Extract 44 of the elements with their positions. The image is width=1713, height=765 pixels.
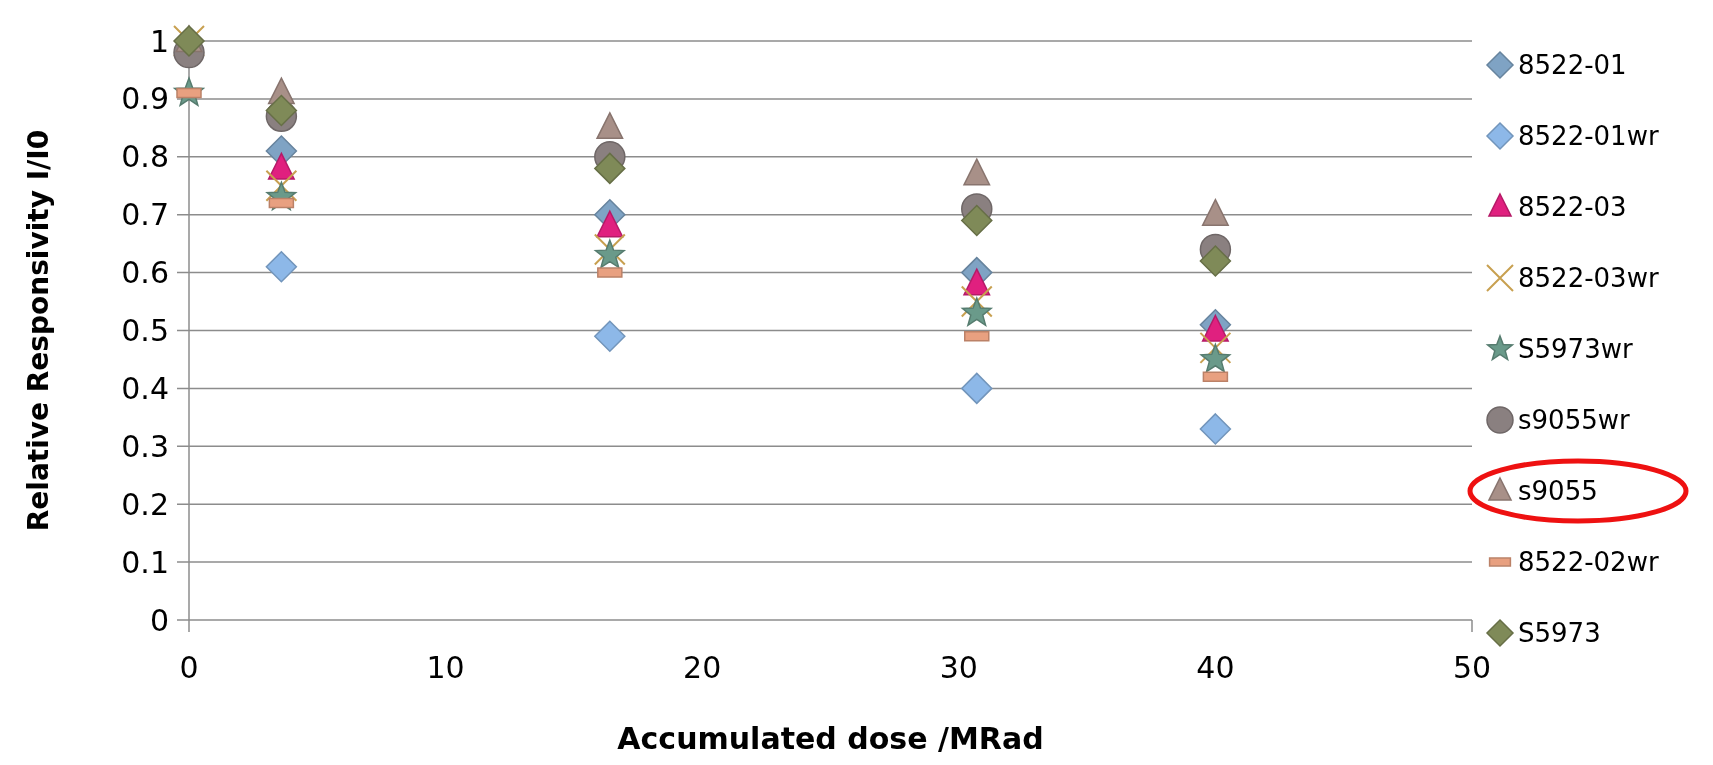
point <box>963 158 991 186</box>
legend-label: 8522-01 <box>1518 50 1627 81</box>
x-tick-label: 40 <box>1196 650 1235 685</box>
y-tick-label: 0.5 <box>121 313 169 348</box>
y-tick-label: 0.8 <box>121 139 169 175</box>
point <box>594 239 625 269</box>
y-tick-label: 0.2 <box>121 486 169 522</box>
legend-label: s9055 <box>1518 476 1598 507</box>
point <box>596 210 624 238</box>
legend-label: S5973 <box>1518 618 1601 649</box>
x-tick-label: 0 <box>179 650 199 685</box>
legend-label: 8522-03wr <box>1518 263 1659 294</box>
y-axis-title: Relative Responsivity I/I0 <box>22 129 55 532</box>
x-tick-label: 50 <box>1452 650 1492 685</box>
point <box>594 320 626 353</box>
x-tick-label: 30 <box>939 650 978 685</box>
x-tick-label: 10 <box>426 650 465 685</box>
y-tick-label: 0.3 <box>121 428 169 464</box>
y-tick-label: 0.9 <box>121 81 169 117</box>
point <box>594 152 626 185</box>
legend-label: 8522-03 <box>1518 192 1627 223</box>
legend-label: S5973wr <box>1518 334 1633 365</box>
legend-label: 8522-02wr <box>1518 547 1659 578</box>
y-tick-label: 0.6 <box>121 255 169 291</box>
legend-label: 8522-01wr <box>1518 121 1659 152</box>
point <box>1199 245 1232 277</box>
y-tick-label: 0.7 <box>121 197 169 233</box>
point <box>1200 343 1231 373</box>
point <box>961 204 993 237</box>
y-tick-label: 0 <box>149 602 169 638</box>
point <box>265 94 298 127</box>
point <box>267 152 295 180</box>
point <box>596 112 624 140</box>
point <box>1199 413 1232 445</box>
point <box>963 268 991 296</box>
point <box>961 372 993 405</box>
y-tick-label: 1 <box>149 23 169 59</box>
x-axis-title: Accumulated dose /MRad <box>617 721 1044 756</box>
legend-label: s9055wr <box>1518 405 1630 436</box>
y-tick-label: 0.4 <box>121 370 169 406</box>
point <box>961 297 992 327</box>
point <box>265 251 298 283</box>
x-tick-label: 20 <box>683 650 722 685</box>
y-tick-label: 0.1 <box>121 544 169 580</box>
